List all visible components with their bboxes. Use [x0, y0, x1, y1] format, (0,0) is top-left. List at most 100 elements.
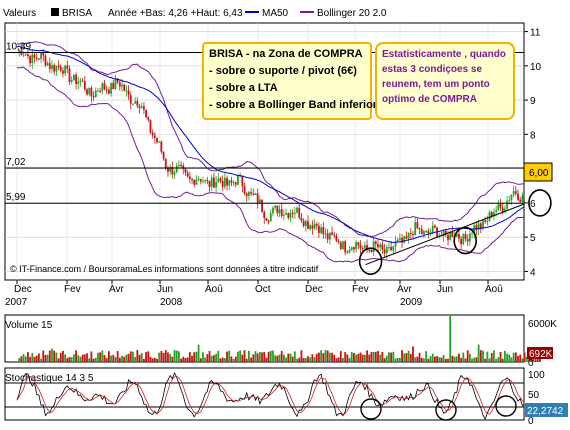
candle-body [18, 50, 21, 53]
volume-bar [484, 358, 487, 362]
candle-body [94, 90, 97, 98]
candle-body [195, 179, 198, 185]
volume-bar [458, 353, 460, 362]
candle-body [112, 82, 115, 90]
volume-bar [322, 353, 325, 362]
volume-bar [138, 354, 141, 362]
candle-body [350, 247, 353, 251]
candle-body [381, 244, 384, 250]
candle-body [252, 193, 255, 195]
volume-bar [276, 355, 279, 362]
ma50-swatch [245, 11, 259, 13]
candle-body [304, 221, 307, 227]
statistic-line-1: Estatisticamente , quando [382, 49, 506, 60]
volume-bar [88, 358, 91, 362]
volume-bar [145, 352, 147, 362]
volume-bar [156, 358, 158, 362]
volume-bar [331, 352, 333, 362]
candle-body [274, 205, 277, 208]
candle-body [263, 211, 266, 218]
volume-bar [27, 352, 29, 362]
volume-bar [248, 350, 250, 362]
candle-body [337, 241, 340, 243]
volume-bar [510, 357, 513, 362]
volume-bar [263, 352, 266, 362]
volume-bar [366, 350, 368, 362]
volume-bar [320, 350, 323, 362]
candle-body [324, 233, 327, 235]
volume-bar [455, 356, 458, 362]
bollinger-bands [16, 41, 524, 263]
candle-body [134, 101, 137, 104]
candle-body [510, 194, 513, 201]
volume-bar [412, 346, 414, 362]
volume-bar [372, 352, 375, 362]
candle-body [285, 213, 288, 215]
volume-bar [497, 357, 500, 362]
volume-bar [107, 351, 110, 362]
candle-body [287, 213, 290, 218]
price-axis: 4567891011 [524, 28, 542, 278]
volume-bar [79, 356, 82, 362]
volume-bar [464, 358, 467, 362]
candle-body [335, 235, 338, 242]
volume-bar [202, 352, 204, 362]
volume-bar [232, 358, 235, 362]
candle-body [22, 54, 25, 56]
candle-body [482, 220, 484, 229]
time-tick-label: Jun [437, 284, 453, 295]
volume-bar [48, 350, 51, 362]
volume-bar [355, 354, 358, 362]
volume-bar [252, 354, 255, 362]
volume-bar [388, 352, 390, 362]
candle-body [66, 65, 69, 69]
volume-bar [129, 351, 132, 362]
candle-body [151, 132, 154, 136]
candle-body [344, 241, 347, 253]
candle-body [188, 176, 191, 180]
bollinger-swatch [300, 11, 314, 13]
volume-bar [243, 350, 246, 362]
last-price-value: 6,00 [529, 168, 549, 179]
candle-body [462, 234, 465, 245]
candle-body [156, 137, 158, 143]
candle-body [219, 178, 222, 181]
candle-body [138, 105, 141, 108]
candle-body [171, 166, 174, 175]
volume-bar [180, 358, 182, 362]
volume-bar [217, 350, 220, 362]
candle-body [77, 81, 80, 84]
volume-bar [451, 355, 454, 362]
candle-body [123, 84, 126, 91]
candle-body [62, 70, 64, 74]
price-tick-label: 9 [530, 96, 536, 107]
volume-bar [368, 354, 371, 362]
volume-bar [204, 357, 207, 362]
candle-body [202, 181, 204, 183]
volume-bar [447, 358, 449, 362]
candle-body [539, 204, 541, 211]
candle-body [293, 212, 296, 214]
volume-bar [379, 354, 382, 362]
candle-body [228, 180, 231, 186]
volume-bar [370, 351, 373, 362]
time-axis: Dec Fev Avr Jun Aoû Oct Dec Fev Avr Jun Aoû 2007 200… [5, 280, 503, 308]
candle-body [451, 231, 454, 237]
volume-bar [326, 350, 329, 362]
price-tick-label: 8 [530, 130, 536, 141]
volume-bar [42, 350, 45, 362]
candle-body [230, 180, 233, 183]
volume-bar [57, 358, 60, 362]
candle-body [493, 212, 495, 217]
volume-bar [490, 353, 493, 362]
candle-body [499, 204, 502, 208]
buy-zone-line-3: - sobre a LTA [209, 82, 278, 94]
volume-bar [195, 351, 198, 362]
candle-body [92, 96, 95, 98]
volume-bar [51, 348, 53, 362]
candle-body [186, 172, 189, 177]
volume-bars [18, 316, 541, 362]
volume-bar [66, 358, 69, 362]
volume-bar [228, 350, 231, 362]
volume-bar [344, 352, 347, 362]
